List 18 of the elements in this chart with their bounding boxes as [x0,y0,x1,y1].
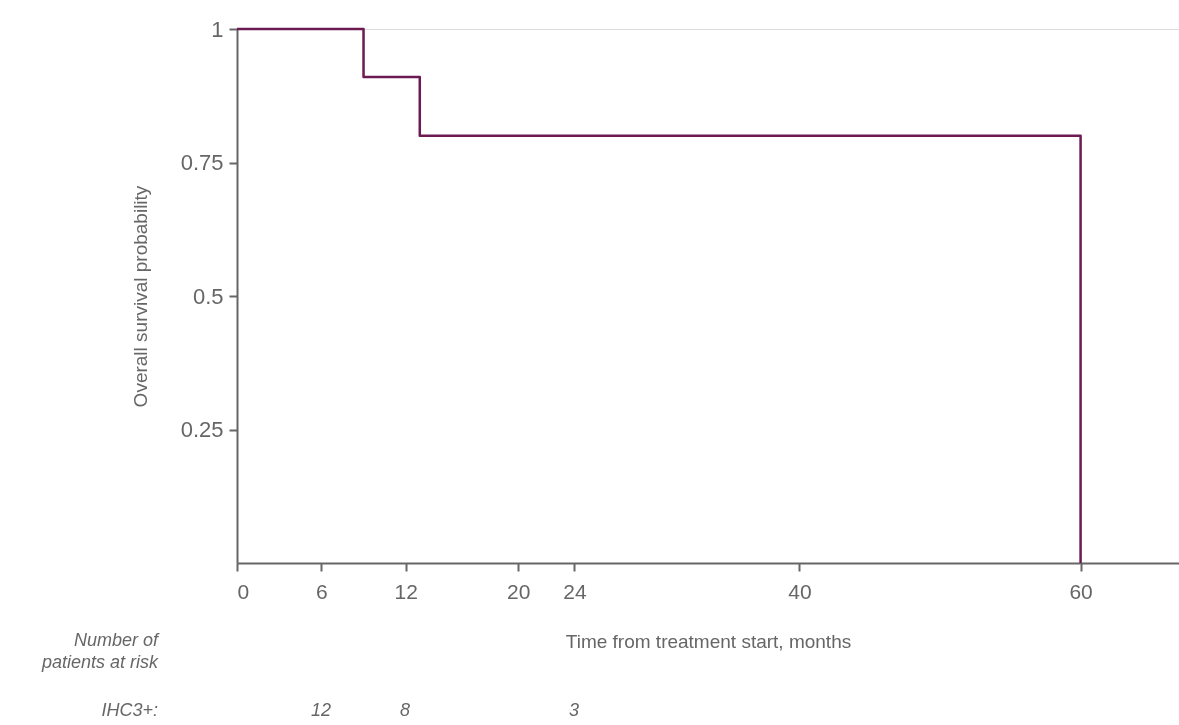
x-tick-label: 40 [788,579,812,603]
text: 12 [310,700,332,720]
y-tick-label: 1 [211,16,224,42]
text: 8 [399,700,411,720]
x-axis-title: Time from treatment start, months [565,630,852,652]
x-tick-label: 20 [507,579,531,603]
y-tick-label: 0.75 [180,150,224,175]
y-axis-title: Overall survival probability [129,185,151,408]
x-tick-label: 60 [1069,579,1093,603]
x-tick-label: 12 [394,579,418,603]
text: 3 [568,700,580,720]
y-tick-label: 0.5 [192,283,224,309]
y-tick-label: 0.25 [180,417,224,442]
text: Number of patients at risk [40,630,160,672]
x-tick-label: 0 [237,579,250,603]
x-tick-label: 6 [316,579,328,603]
text: IHC3+: [101,700,158,720]
x-tick-label: 24 [563,579,587,603]
